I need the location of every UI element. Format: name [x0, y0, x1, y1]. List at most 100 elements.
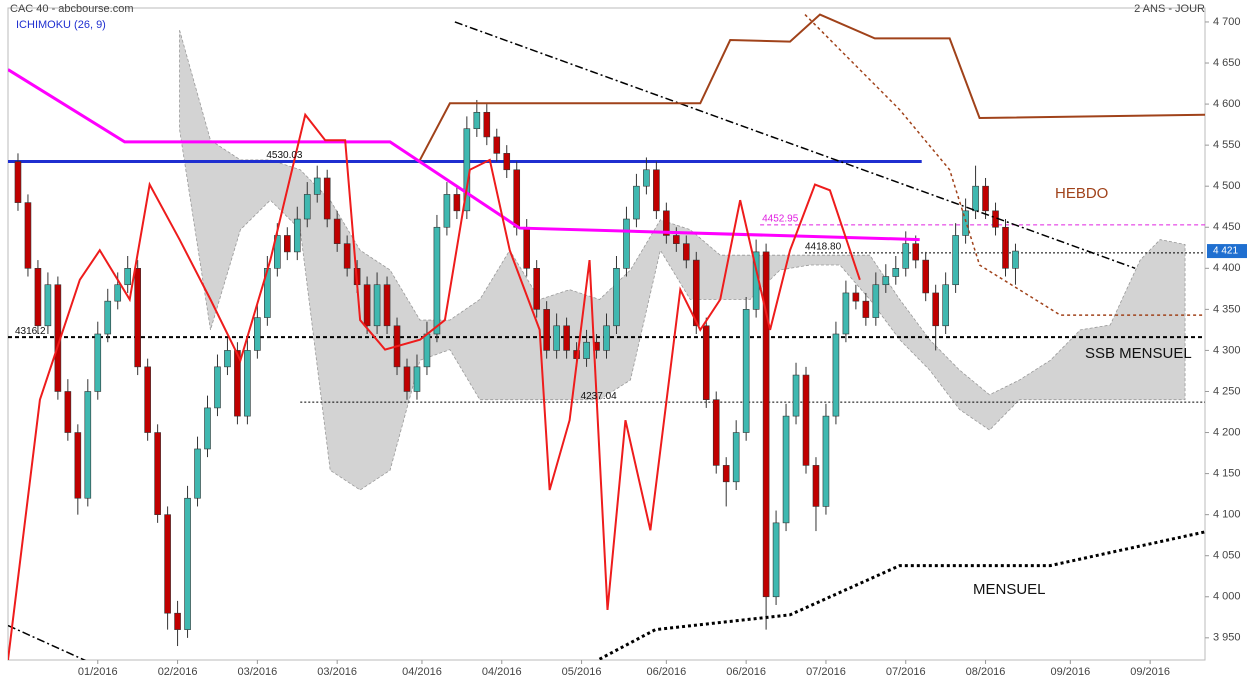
x-tick-label: 08/2016: [966, 666, 1006, 678]
candle-body: [234, 350, 241, 417]
candle-body: [892, 268, 900, 277]
candle-body: [413, 366, 421, 392]
y-tick-label: 4 100: [1213, 509, 1241, 521]
annotation: SSB MENSUEL: [1085, 345, 1192, 362]
x-tick-label: 09/2016: [1050, 666, 1090, 678]
candle-body: [962, 210, 969, 236]
candle-body: [812, 465, 820, 507]
candle-body: [473, 111, 481, 130]
candle-body: [563, 325, 570, 351]
candle-body: [134, 268, 141, 368]
candle-body: [174, 612, 181, 630]
candle-body: [852, 292, 860, 302]
candle-body: [164, 514, 171, 614]
y-tick-label: 4 250: [1213, 385, 1241, 397]
candle-body: [293, 218, 301, 253]
annotation: HEBDO: [1055, 185, 1108, 202]
candle-body: [673, 235, 680, 244]
candle-body: [74, 432, 82, 499]
candle-body: [114, 284, 122, 302]
level-label: 4316.2: [15, 326, 46, 337]
candle-body: [533, 268, 540, 310]
indicator-label: ICHIMOKU (26, 9): [16, 19, 106, 31]
candle-body: [603, 325, 610, 351]
candle-body: [244, 350, 251, 417]
candle-body: [483, 111, 491, 138]
candle-body: [663, 210, 670, 236]
candle-body: [214, 366, 221, 409]
candle-body: [44, 284, 52, 327]
indicator-line: [598, 530, 1205, 660]
level-label: 4237.04: [581, 391, 618, 402]
annotation: MENSUEL: [973, 581, 1046, 598]
candle-body: [403, 366, 411, 392]
x-tick-label: 09/2016: [1130, 666, 1170, 678]
candle-body: [682, 243, 690, 261]
candle-body: [553, 325, 560, 351]
candle-body: [912, 243, 920, 261]
x-tick-label: 07/2016: [806, 666, 846, 678]
candle-body: [453, 194, 461, 212]
candle-body: [802, 374, 810, 466]
level-label: 4452.95: [762, 213, 799, 224]
candle-body: [104, 300, 112, 335]
candle-body: [184, 497, 191, 630]
last-price-tag: [1207, 244, 1247, 259]
candle-body: [822, 415, 830, 507]
indicator-line: [419, 13, 1205, 161]
candle-body: [702, 325, 710, 400]
candle-body: [343, 243, 351, 269]
candle-body: [204, 407, 211, 450]
y-tick-label: 4 000: [1213, 591, 1241, 603]
candle-body: [154, 432, 161, 515]
x-tick-label: 06/2016: [646, 666, 686, 678]
y-tick-label: 4 050: [1213, 550, 1241, 562]
y-tick-label: 4 350: [1213, 303, 1241, 315]
candle-body: [94, 333, 102, 392]
candle-body: [194, 448, 201, 499]
y-tick-label: 3 950: [1213, 632, 1241, 644]
candle-body: [433, 226, 441, 335]
candle-body: [423, 333, 431, 368]
x-tick-label: 02/2016: [158, 666, 198, 678]
candle-body: [842, 292, 850, 335]
candle-body: [523, 226, 531, 269]
candle-body: [1002, 226, 1009, 269]
candle-body: [274, 235, 281, 269]
candle-body: [493, 136, 501, 154]
last-price-label: 4 421: [1213, 246, 1238, 257]
candle-body: [762, 251, 770, 598]
candle-body: [942, 284, 949, 327]
y-tick-label: 4 650: [1213, 57, 1241, 69]
candle-body: [643, 169, 650, 187]
x-tick-label: 01/2016: [78, 666, 118, 678]
candle-body: [1012, 250, 1019, 269]
chart-title: CAC 40 - abcbourse.com: [10, 3, 134, 15]
candle-body: [633, 185, 640, 220]
plot-area: [8, 13, 1205, 660]
candle-body: [503, 153, 511, 171]
candle-body: [872, 284, 880, 318]
candle-body: [323, 177, 331, 220]
y-tick-label: 4 150: [1213, 468, 1241, 480]
candle-body: [922, 259, 930, 294]
candle-body: [513, 169, 521, 228]
candle-body: [14, 161, 22, 203]
y-tick-label: 4 500: [1213, 180, 1241, 192]
candle-body: [373, 284, 381, 327]
chart-subtitle: 2 ANS - JOUR: [1134, 3, 1205, 15]
candle-body: [583, 341, 590, 359]
candle-body: [972, 185, 979, 212]
y-tick-label: 4 600: [1213, 98, 1241, 110]
candle-body: [792, 374, 800, 417]
candle-body: [84, 391, 92, 499]
y-tick-label: 4 700: [1213, 16, 1241, 28]
candle-body: [283, 235, 291, 253]
y-tick-label: 4 300: [1213, 344, 1241, 356]
candle-body: [254, 317, 261, 351]
y-tick-label: 4 400: [1213, 262, 1241, 274]
candle-body: [772, 522, 780, 598]
candle-body: [732, 432, 740, 483]
y-tick-label: 4 450: [1213, 221, 1241, 233]
candle-body: [443, 194, 451, 228]
